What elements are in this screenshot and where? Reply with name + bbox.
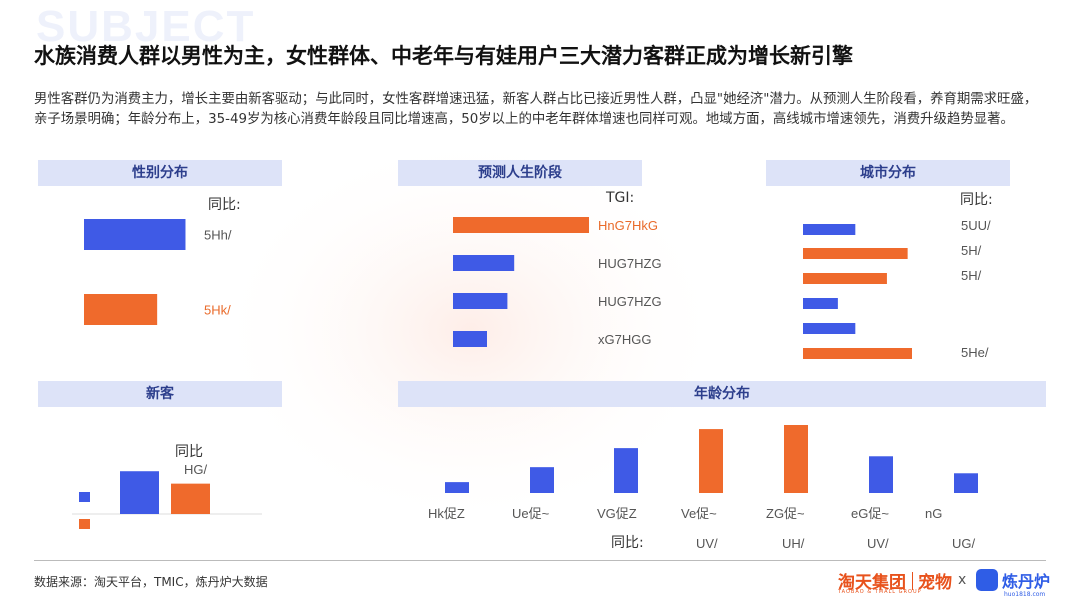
subject-watermark: SUBJECT (36, 2, 256, 51)
city-bar-5 (803, 348, 912, 359)
life-chart-bar-0 (453, 217, 589, 233)
taotian-logo-text: 淘天集团 (838, 573, 906, 593)
liandanlu-url: huo1818.com (1004, 591, 1046, 598)
gender-chart-label-0: 5Hh/ (204, 228, 232, 243)
city-bar-1 (803, 248, 908, 259)
city-bar-0 (803, 224, 856, 235)
life-chart-label-2: HUG7HZG (598, 294, 662, 309)
age-yoy-label-6: UG/ (952, 536, 976, 551)
age-yoy-label-5: UV/ (867, 536, 889, 551)
age-bar-6 (954, 473, 978, 493)
age-category-5: eG促~ (851, 506, 889, 521)
gender-chart-label-1: 5Hk/ (204, 303, 231, 318)
new-customer-bar-1 (171, 483, 210, 514)
life-chart-bar-3 (453, 331, 487, 347)
taotian-logo-subtext: TAOBAO & TMALL GROUP (838, 589, 922, 595)
age-yoy-title: 同比: (611, 535, 644, 551)
city-bar-3 (803, 298, 838, 309)
life-chart-bar-2 (453, 293, 508, 309)
new-customer-small-bar-1 (79, 519, 90, 529)
city-label-0: 5UU/ (961, 218, 991, 233)
liandanlu-logo-icon (976, 569, 998, 591)
age-category-1: Ue促~ (512, 506, 550, 521)
brand-separator (912, 572, 913, 590)
new-customer-small-bar-0 (79, 492, 90, 502)
page-title: 水族消费人群以男性为主，女性群体、中老年与有娃用户三大潜力客群正成为增长新引擎 (34, 44, 853, 68)
age-yoy-label-3: UV/ (696, 536, 718, 551)
new-customer-yoy-label: HG/ (184, 462, 208, 477)
brand-x: x (958, 572, 967, 588)
data-source: 数据来源：淘天平台，TMIC，炼丹炉大数据 (34, 575, 268, 589)
gender-chart-bar-1 (84, 294, 158, 325)
city-label-1: 5H/ (961, 243, 982, 258)
city-panel-header: 城市分布 (766, 160, 1010, 186)
new-customer-panel-header: 新客 (38, 381, 282, 407)
life-chart-label-1: HUG7HZG (598, 256, 662, 271)
city-yoy-title: 同比: (960, 192, 993, 208)
age-category-4: ZG促~ (766, 506, 805, 521)
life-chart-label-0: HnG7HkG (598, 218, 658, 233)
age-category-3: Ve促~ (681, 506, 717, 521)
age-category-6: nG (925, 506, 942, 521)
city-bar-2 (803, 273, 887, 284)
summary-text: 男性客群仍为消费主力，增长主要由新客驱动；与此同时，女性客群增速迅猛，新客人群占… (34, 92, 1038, 127)
age-bar-1 (530, 467, 554, 493)
city-label-2: 5H/ (961, 268, 982, 283)
gender-panel-header: 性别分布 (38, 160, 282, 186)
footer-divider (34, 560, 1046, 561)
age-bar-3 (699, 429, 723, 493)
city-label-5: 5He/ (961, 345, 989, 360)
life-chart-bar-1 (453, 255, 515, 271)
new-customer-bar-0 (120, 471, 159, 514)
age-bar-0 (445, 482, 469, 493)
life-chart-label-3: xG7HGG (598, 332, 651, 347)
age-panel-header: 年龄分布 (398, 381, 1046, 407)
city-bar-4 (803, 323, 856, 334)
life-stage-panel-header: 预测人生阶段 (398, 160, 642, 186)
pet-logo-text: 宠物 (918, 573, 952, 593)
gender-chart-bar-0 (84, 219, 186, 250)
age-category-2: VG促Z (597, 506, 637, 521)
age-bar-2 (614, 448, 638, 493)
life-stage-tgi-title: TGI: (605, 190, 634, 206)
age-bar-5 (869, 456, 893, 493)
age-bar-4 (784, 425, 808, 493)
gender-yoy-title: 同比: (208, 197, 241, 213)
liandanlu-logo-text: 炼丹炉 (1002, 572, 1051, 591)
age-category-0: Hk促Z (428, 506, 465, 521)
age-yoy-label-4: UH/ (782, 536, 805, 551)
new-customer-yoy-title: 同比 (175, 444, 203, 460)
